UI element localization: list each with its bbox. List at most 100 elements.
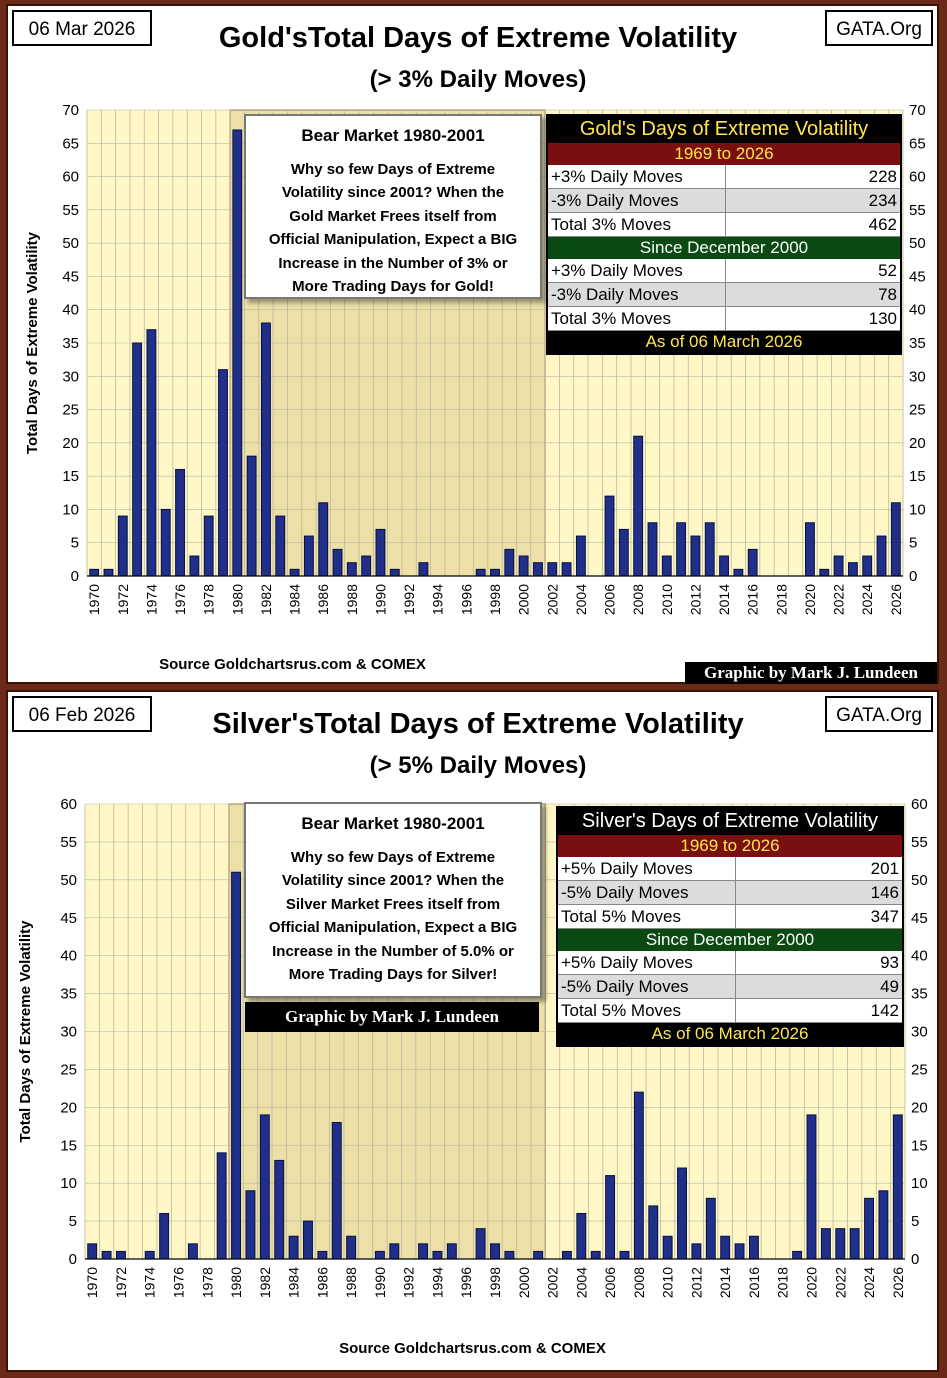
stats-value: 234 (868, 191, 897, 210)
gold-xtick-1992: 1992 (401, 584, 417, 615)
silver-bar-1986 (317, 1250, 328, 1260)
silver-bar-1981 (245, 1190, 256, 1260)
silver-ytick-right: 60 (911, 796, 928, 813)
silver-bar-2012 (691, 1243, 702, 1260)
gold-ytick-right: 10 (909, 501, 926, 518)
silver-xtick-2008: 2008 (631, 1267, 647, 1298)
gold-ytick-right: 45 (909, 268, 926, 285)
gold-bar-2013 (704, 522, 715, 577)
silver-ytick-right: 5 (911, 1213, 919, 1230)
silver-xtick-2000: 2000 (516, 1267, 532, 1298)
gold-bar-1984 (289, 568, 300, 577)
silver-xtick-1978: 1978 (199, 1267, 215, 1298)
gold-bar-2006 (604, 495, 615, 577)
silver-bar-2006 (605, 1175, 616, 1260)
stats-value: 78 (878, 285, 897, 304)
gold-bar-2024 (862, 555, 873, 577)
silver-ytick-right: 20 (911, 1099, 928, 1116)
gold-bar-1993 (418, 562, 429, 577)
stats-value: 462 (868, 215, 897, 234)
gold-bar-2022 (833, 555, 844, 577)
gold-xtick-1978: 1978 (201, 584, 217, 615)
silver-ytick-right: 30 (911, 1024, 928, 1041)
gold-bar-2002 (547, 562, 558, 577)
silver-xtick-1974: 1974 (142, 1267, 158, 1298)
silver-bar-1972 (116, 1250, 126, 1260)
gold-xtick-2018: 2018 (773, 584, 789, 615)
gold-bar-1986 (318, 502, 329, 577)
gold-xtick-1998: 1998 (487, 584, 503, 615)
gold-ytick-left: 50 (62, 235, 79, 252)
gold-xtick-2006: 2006 (602, 584, 618, 615)
gold-note-line: Official Manipulation, Expect a BIG (268, 231, 518, 248)
silver-ytick-left: 30 (60, 1024, 77, 1041)
gold-chart-panel: 0 0 5 5 10 10 15 15 20 20 25 25 30 30 35 35 40 40 45 45 50 50… (6, 4, 939, 684)
gold-xtick-1970: 1970 (86, 584, 102, 615)
silver-bar-1998 (490, 1243, 500, 1260)
silver-xtick-1998: 1998 (487, 1267, 503, 1298)
silver-ytick-left: 60 (60, 796, 77, 813)
gold-bar-1970 (89, 568, 100, 577)
silver-xtick-2014: 2014 (717, 1267, 733, 1298)
stats-label: Total 3% Moves (548, 307, 726, 330)
stats-value: 130 (868, 309, 897, 328)
stats-value: 146 (870, 883, 899, 902)
silver-bar-2013 (705, 1197, 716, 1260)
silver-stats-period2: Since December 2000 (558, 929, 902, 951)
gold-note-line: Volatility since 2001? When the (281, 184, 505, 201)
silver-bar-2019 (792, 1250, 803, 1260)
gold-bar-1978 (203, 515, 214, 577)
silver-ytick-left: 35 (60, 986, 77, 1003)
silver-stats-row: Total 5% Moves 142 (558, 999, 902, 1023)
silver-bar-2014 (720, 1235, 731, 1260)
stats-label: -5% Daily Moves (558, 975, 736, 998)
silver-bar-2020 (806, 1114, 817, 1260)
silver-stats-period1: 1969 to 2026 (558, 835, 902, 857)
gold-ytick-right: 25 (909, 402, 926, 419)
silver-bar-1983 (274, 1159, 285, 1260)
silver-bar-2011 (677, 1167, 687, 1260)
silver-ytick-left: 40 (60, 948, 77, 965)
silver-xtick-1986: 1986 (314, 1267, 330, 1298)
silver-bar-1979 (216, 1152, 227, 1260)
silver-xtick-1988: 1988 (343, 1267, 359, 1298)
silver-stats-row: -5% Daily Moves 49 (558, 975, 902, 999)
gold-note-line: Gold Market Frees itself from (289, 207, 497, 225)
silver-source-note: Source Goldchartsrus.com & COMEX (339, 1340, 606, 1357)
gold-xtick-1994: 1994 (430, 584, 446, 615)
gold-ytick-left: 0 (71, 568, 79, 585)
gold-note-heading: Bear Market 1980-2001 (301, 126, 485, 145)
stats-value: 201 (870, 859, 899, 878)
silver-ytick-left: 50 (60, 872, 77, 889)
stats-value: 49 (880, 977, 899, 996)
silver-ytick-right: 15 (911, 1137, 928, 1154)
silver-bar-1995 (446, 1243, 457, 1260)
silver-bar-1975 (159, 1213, 170, 1260)
silver-chart-title: Silver'sTotal Days of Extreme Volatility (212, 708, 744, 740)
gold-ytick-right: 35 (909, 335, 926, 352)
silver-xtick-1970: 1970 (84, 1267, 100, 1298)
gold-ytick-left: 40 (62, 302, 79, 319)
silver-xtick-2020: 2020 (803, 1267, 819, 1298)
gold-xtick-2024: 2024 (859, 584, 875, 615)
stats-label: Total 5% Moves (558, 999, 736, 1022)
gold-ylabel: Total Days of Extreme Volatility (24, 231, 41, 454)
gold-bar-1981 (246, 455, 257, 577)
silver-stats-row: +5% Daily Moves 201 (558, 857, 902, 881)
silver-chart-panel: 0 0 5 5 10 10 15 15 20 20 25 25 30 30 35 35 40 40 45 45 50 50… (6, 690, 939, 1372)
silver-bar-1982 (259, 1114, 270, 1260)
gold-ytick-left: 35 (62, 335, 79, 352)
gold-bar-1985 (303, 535, 314, 577)
silver-bar-2007 (619, 1250, 630, 1260)
gold-stats-row: -3% Daily Moves 234 (548, 189, 900, 213)
gold-bar-1998 (490, 568, 500, 577)
gold-bar-2026 (890, 502, 901, 577)
gold-bar-2009 (647, 522, 658, 577)
stats-value: 52 (878, 261, 897, 280)
gold-bar-1983 (275, 515, 286, 577)
gold-xtick-1972: 1972 (115, 584, 131, 615)
stats-label: +5% Daily Moves (558, 951, 736, 974)
gold-ytick-right: 55 (909, 202, 926, 219)
gold-xtick-2000: 2000 (516, 584, 532, 615)
silver-ytick-right: 55 (911, 834, 928, 851)
